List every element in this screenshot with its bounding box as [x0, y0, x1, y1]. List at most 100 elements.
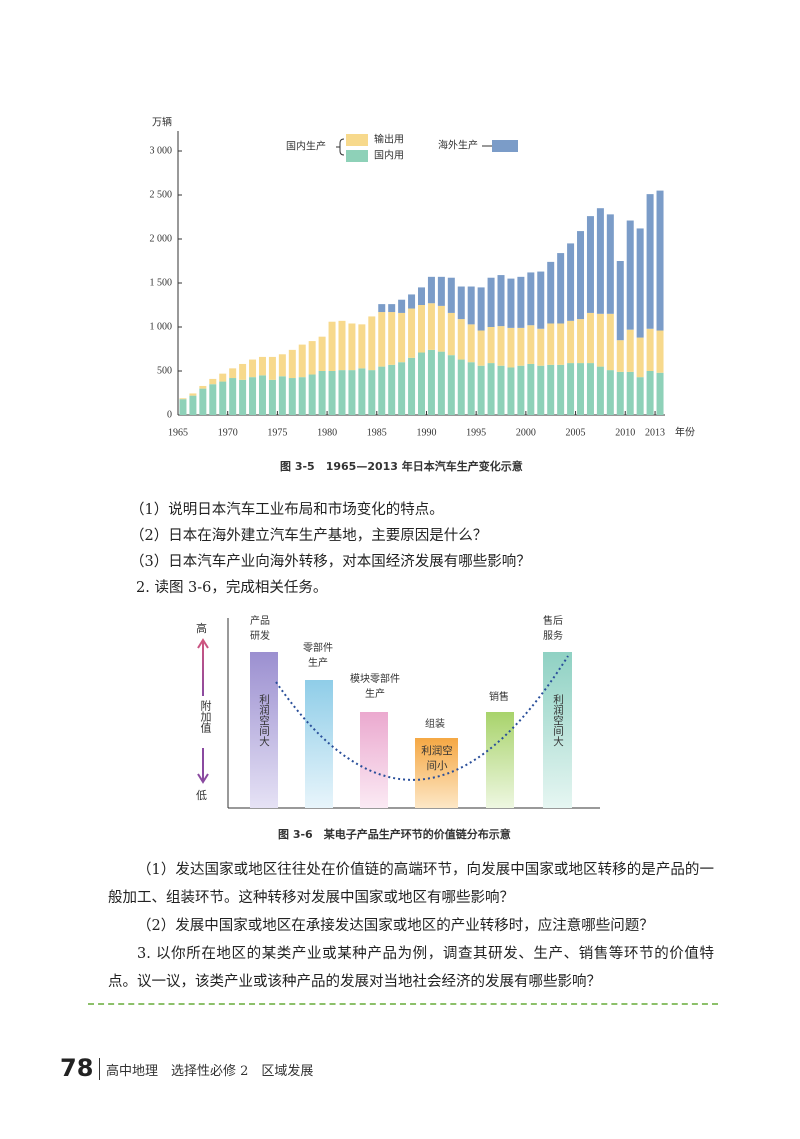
- bar-segment: [537, 365, 545, 415]
- bar-segment: [437, 276, 445, 306]
- stage-label: 零部件生产: [303, 643, 333, 669]
- x-axis-label: 年份: [675, 425, 695, 438]
- bar-segment: [596, 366, 604, 415]
- bar-segment: [318, 371, 326, 415]
- stage-bar: [250, 652, 278, 808]
- paragraph: （1）发达国家或地区往往处在价值链的高端环节，向发展中国家或地区转移的是产品的一…: [108, 862, 714, 906]
- bar-segment: [537, 328, 545, 366]
- bar-segment: [249, 377, 257, 415]
- bar-segment: [497, 365, 505, 415]
- legend-swatch: [492, 140, 518, 152]
- bar-segment: [656, 190, 664, 331]
- x-tick-label: 1975: [267, 427, 287, 438]
- x-tick-label: 1985: [367, 427, 387, 438]
- bar-segment: [199, 385, 207, 389]
- x-tick-label: 1990: [416, 427, 436, 438]
- y-tick-label: 500: [157, 365, 172, 376]
- bar-segment: [249, 359, 257, 378]
- bar-segment: [547, 364, 555, 415]
- bar-segment: [418, 352, 425, 415]
- bar-segment: [577, 363, 585, 415]
- bar-segment: [447, 312, 455, 356]
- bar-segment: [636, 228, 644, 338]
- x-tick-label: 1970: [218, 427, 238, 438]
- bar-segment: [586, 363, 594, 415]
- bar-text: 利润空间大: [258, 694, 270, 747]
- bar-segment: [477, 365, 485, 415]
- bar-text: 利润空间大: [552, 694, 564, 747]
- bar-segment: [557, 364, 565, 415]
- stage-label: 组装: [425, 719, 445, 730]
- y-tick-label: 2 500: [150, 189, 173, 200]
- bar-segment: [368, 316, 376, 371]
- bar-segment: [537, 271, 545, 329]
- bar-segment: [457, 286, 465, 320]
- y-tick-label: 1 500: [150, 277, 173, 288]
- arrow-up: [197, 638, 209, 696]
- stage-bar: [486, 712, 514, 808]
- bar-segment: [268, 356, 276, 380]
- bar-segment: [517, 276, 525, 328]
- bar-segment: [219, 381, 227, 415]
- x-tick-label: 2000: [516, 427, 536, 438]
- bar-segment: [596, 313, 604, 367]
- bar-segment: [368, 370, 376, 415]
- value-chain-diagram: [197, 618, 600, 809]
- bar-segment: [646, 328, 654, 371]
- figure-caption: 图 3-5 1965—2013 年日本汽车生产变化示意: [280, 460, 523, 473]
- bar-segment: [258, 356, 266, 376]
- bar-segment: [268, 379, 276, 415]
- bar-segment: [209, 384, 217, 415]
- bar-segment: [427, 303, 435, 350]
- bar-segment: [209, 378, 217, 385]
- bar-segment: [517, 365, 525, 415]
- paragraph: 3. 以你所在地区的某类产业或某种产品为例，调查其研发、生产、销售等环节的价值特…: [108, 946, 714, 990]
- bar-segment: [616, 340, 624, 372]
- axis-label: 附加值: [199, 700, 212, 733]
- bar-segment: [378, 312, 386, 367]
- bar-segment: [497, 275, 505, 327]
- bar-segment: [527, 363, 535, 415]
- bar-segment: [616, 261, 624, 341]
- bar-segment: [408, 308, 416, 358]
- bar-segment: [388, 364, 396, 415]
- bar-segment: [288, 378, 296, 415]
- bar-segment: [517, 327, 525, 366]
- x-tick-label: 2013: [645, 427, 665, 438]
- stage-bar: [360, 712, 388, 808]
- stage-label: 模块零部件生产: [350, 674, 400, 700]
- bar-text: 利润空间小: [421, 745, 453, 772]
- bar-segment: [507, 278, 515, 328]
- bar-segment: [507, 367, 515, 415]
- bar-segment: [457, 319, 465, 360]
- stage-label: 产品研发: [250, 616, 270, 642]
- stage-label: 售后服务: [543, 616, 563, 642]
- bar-segment: [507, 327, 515, 368]
- bar-segment: [596, 208, 604, 314]
- bar-segment: [278, 354, 286, 377]
- bar-segment: [338, 320, 346, 371]
- bar-segment: [398, 312, 406, 363]
- arrow-down: [197, 748, 209, 784]
- bar-segment: [477, 287, 485, 331]
- legend-swatch: [346, 134, 368, 146]
- bar-segment: [219, 373, 227, 382]
- bar-segment: [606, 370, 614, 415]
- paragraph: （2）发展中国家或地区在承接发达国家或地区的产业转移时，应注意哪些问题？: [137, 918, 654, 934]
- bar-segment: [487, 327, 495, 364]
- bar-segment: [626, 371, 634, 415]
- bar-segment: [239, 363, 247, 380]
- bar-segment: [577, 231, 585, 320]
- high-label: 高: [196, 622, 207, 635]
- legend-label: 国内用: [374, 148, 404, 161]
- x-tick-label: 1980: [317, 427, 337, 438]
- bar-segment: [229, 378, 237, 415]
- bar-segment: [258, 375, 266, 415]
- bar-segment: [278, 376, 286, 415]
- bar-segment: [646, 194, 654, 329]
- bar-segment: [229, 368, 237, 379]
- bar-segment: [567, 243, 575, 321]
- stage-bar: [543, 652, 572, 808]
- bar-segment: [338, 370, 346, 415]
